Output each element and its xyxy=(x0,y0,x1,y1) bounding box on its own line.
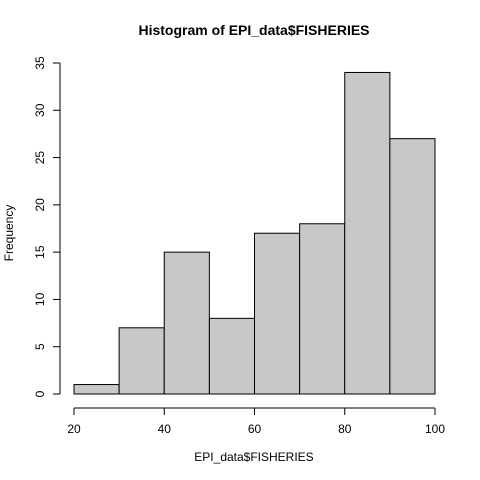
y-axis: 0 5 10 15 20 25 30 35 xyxy=(33,56,61,397)
x-axis: 20 40 60 80 100 xyxy=(67,407,445,436)
histogram-bar xyxy=(344,71,391,395)
y-tick-label: 30 xyxy=(33,103,47,117)
y-tick-label: 15 xyxy=(33,245,47,259)
y-axis-label: Frequency xyxy=(2,205,16,262)
x-tick-label: 80 xyxy=(338,422,352,436)
histogram-bar xyxy=(208,317,255,395)
x-axis-label: EPI_data$FISHERIES xyxy=(194,450,313,464)
histogram-bar xyxy=(389,138,436,395)
x-tick-label: 40 xyxy=(158,422,172,436)
histogram-bar xyxy=(73,384,120,395)
y-tick-label: 25 xyxy=(33,151,47,165)
y-tick-label: 5 xyxy=(33,343,47,350)
bars-group xyxy=(73,71,436,395)
histogram-bar xyxy=(163,251,210,395)
y-tick-label: 10 xyxy=(33,292,47,306)
histogram-bar xyxy=(118,327,165,395)
x-tick-label: 60 xyxy=(248,422,262,436)
chart-title: Histogram of EPI_data$FISHERIES xyxy=(138,22,369,38)
histogram-bar xyxy=(254,232,301,395)
x-tick-label: 100 xyxy=(425,422,445,436)
y-tick-label: 0 xyxy=(33,390,47,397)
x-tick-label: 20 xyxy=(67,422,81,436)
histogram-bar xyxy=(299,223,346,395)
y-tick-label: 20 xyxy=(33,198,47,212)
y-tick-label: 35 xyxy=(33,56,47,70)
